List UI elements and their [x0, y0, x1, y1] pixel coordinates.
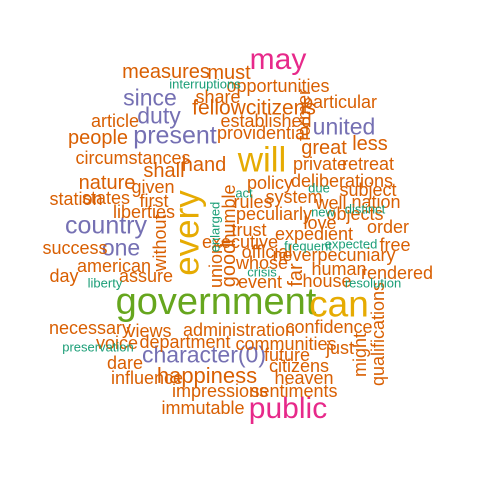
- word-voice: voice: [95, 333, 139, 353]
- word-preservation: preservation: [62, 339, 134, 355]
- word-opportunities: opportunities: [226, 76, 330, 96]
- word-first: first: [139, 191, 169, 211]
- word-necessary: necessary: [48, 318, 132, 338]
- word-day: day: [49, 266, 79, 286]
- word-measures: measures: [122, 61, 210, 83]
- word-happiness: happiness: [156, 363, 258, 388]
- word-present: present: [133, 121, 217, 150]
- word-retreat: retreat: [341, 154, 395, 174]
- word-former: former: [294, 88, 314, 142]
- word-due: due: [308, 180, 330, 196]
- word-objects: objects: [326, 204, 384, 224]
- word-enlarged: enlarged: [207, 201, 223, 253]
- word-communities: communities: [235, 334, 337, 354]
- word-love: love: [303, 213, 337, 233]
- word-country: country: [65, 211, 147, 240]
- word-free: free: [379, 235, 411, 255]
- word-views: views: [126, 321, 172, 341]
- word-resolution: resolution: [344, 275, 402, 291]
- word-system: system: [265, 187, 323, 207]
- word-future: future: [263, 345, 311, 365]
- word-nation: nation: [351, 192, 401, 212]
- word-human: human: [311, 259, 367, 279]
- word-assure: assure: [118, 266, 174, 286]
- word-well: well: [315, 193, 347, 213]
- word-can: can: [309, 283, 369, 325]
- word-immutable: immutable: [161, 398, 245, 418]
- word-act: act: [235, 185, 253, 201]
- word-since: since: [123, 84, 177, 111]
- word-trust: trust: [231, 220, 267, 240]
- word-may: may: [249, 43, 307, 76]
- word-neverpecuniary: neverpecuniary: [272, 245, 396, 265]
- word-peculiarly: peculiarly: [235, 204, 313, 224]
- word-event: event: [237, 272, 283, 292]
- word-united: united: [312, 113, 376, 140]
- word-order: order: [366, 217, 410, 237]
- word-american: american: [76, 256, 152, 276]
- word-character0: character(0): [142, 341, 266, 368]
- word-expedient: expedient: [274, 224, 354, 244]
- word-new: new: [311, 204, 335, 220]
- word-executive: executive: [201, 232, 279, 252]
- word-expected: expected: [324, 236, 378, 252]
- word-hand: hand: [181, 154, 227, 176]
- word-will: will: [237, 140, 287, 180]
- word-house: house: [302, 271, 352, 291]
- word-deliberations: deliberations: [290, 171, 394, 191]
- word-shall: shall: [143, 160, 185, 182]
- word-liberty: liberty: [87, 275, 123, 291]
- word-just: just: [325, 338, 355, 358]
- word-one: one: [101, 234, 141, 261]
- word-people: people: [67, 127, 129, 149]
- word-given: given: [131, 177, 175, 197]
- word-sentiments: sentiments: [250, 381, 338, 401]
- word-station: station: [49, 189, 103, 209]
- word-circumstances: circumstances: [75, 148, 191, 168]
- word-interruptions: interruptions: [169, 76, 241, 92]
- word-share: share: [195, 87, 241, 107]
- word-government: government: [115, 281, 317, 323]
- word-less: less: [352, 133, 388, 155]
- word-rendered: rendered: [360, 263, 434, 283]
- word-policy: policy: [246, 173, 294, 193]
- word-private: private: [292, 154, 348, 174]
- word-established: established: [220, 111, 312, 131]
- word-states: states: [81, 188, 131, 208]
- word-must: must: [207, 62, 251, 84]
- word-heaven: heaven: [274, 368, 334, 388]
- word-influence: influence: [110, 368, 184, 388]
- word-dare: dare: [106, 353, 144, 373]
- word-particular: particular: [302, 92, 378, 112]
- word-fellowcitizens: fellowcitizens: [192, 96, 316, 120]
- word-rules: rules: [233, 192, 273, 212]
- word-nature: nature: [78, 172, 136, 194]
- word-great: great: [301, 137, 347, 159]
- word-liberties: liberties: [112, 202, 176, 222]
- word-distinct: distinct: [344, 201, 386, 217]
- word-success: success: [42, 238, 108, 258]
- word-administration: administration: [182, 320, 296, 340]
- word-subject: subject: [339, 180, 397, 200]
- word-duty: duty: [137, 102, 181, 129]
- word-might: might: [350, 332, 370, 378]
- word-without: without: [150, 214, 170, 272]
- word-frequent: frequent: [284, 238, 332, 254]
- word-impressions: impressions: [171, 381, 269, 401]
- word-providential: providential: [216, 123, 310, 143]
- word-crisis: crisis: [247, 264, 277, 280]
- word-official: official: [241, 242, 293, 262]
- word-citizens: citizens: [268, 356, 330, 376]
- word-confidence: confidence: [285, 317, 373, 337]
- word-whose: whose: [235, 253, 289, 273]
- word-public: public: [248, 392, 328, 425]
- word-department: department: [139, 332, 231, 352]
- word-article: article: [90, 111, 140, 131]
- word-qualifications: qualifications: [368, 281, 388, 387]
